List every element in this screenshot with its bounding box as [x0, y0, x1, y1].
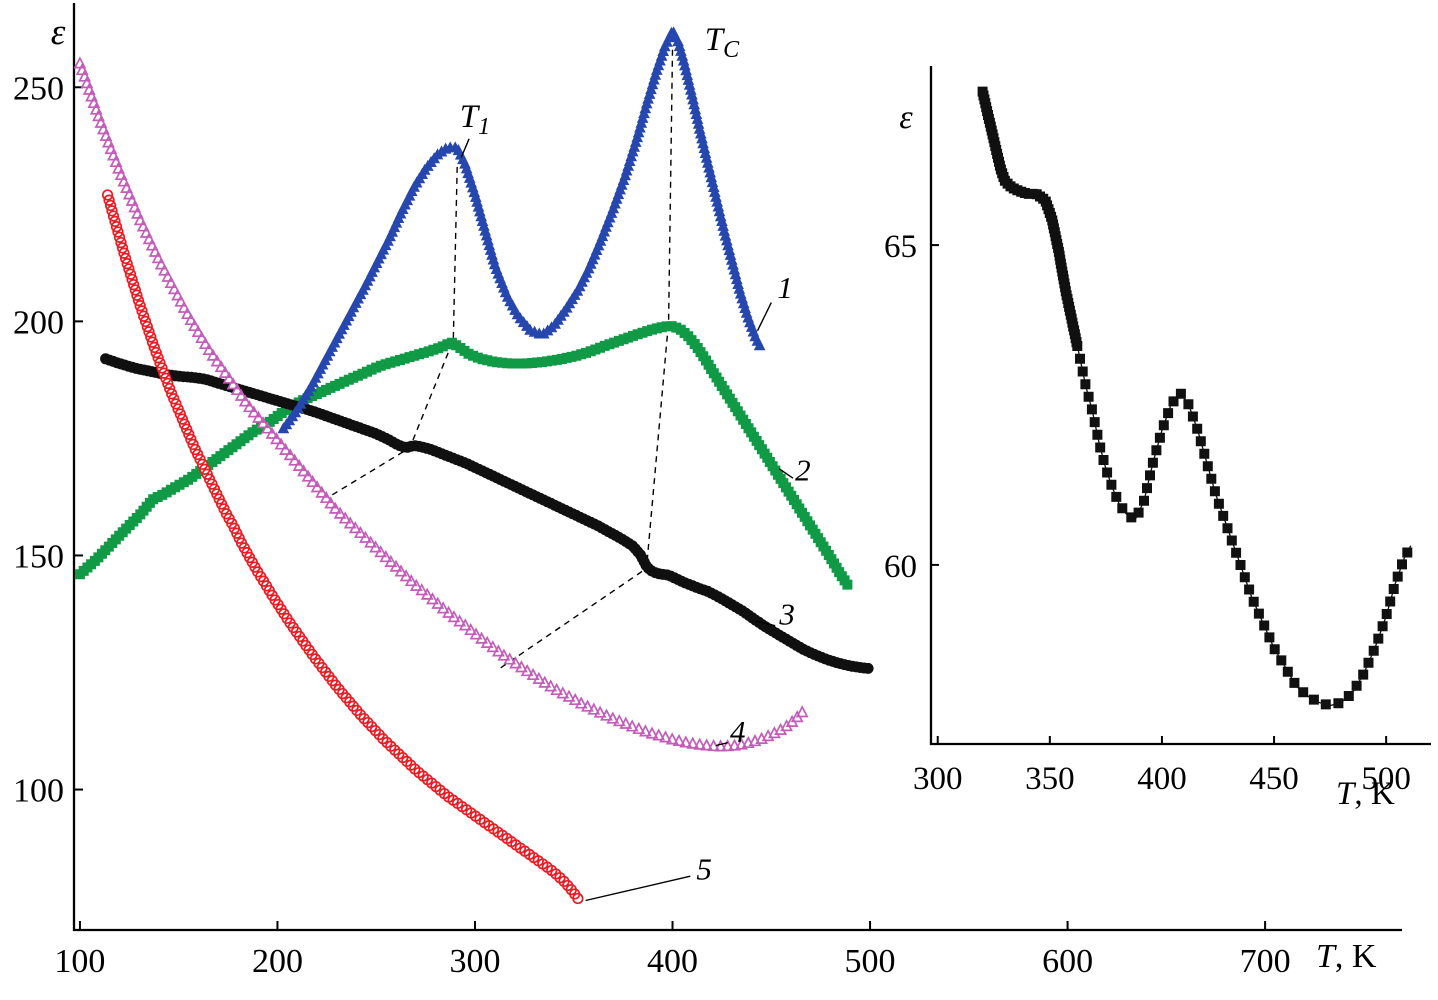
series-curve-3-markers	[100, 353, 874, 674]
inset-y-tick-label: 65	[884, 229, 917, 265]
inset-x-tick-label: 500	[1361, 761, 1411, 797]
series-curve-4-markers	[73, 56, 809, 752]
curve-label-4: 4	[730, 714, 746, 749]
series-curve-2-markers	[74, 321, 853, 590]
series-curve-1-markers	[277, 26, 766, 434]
main-x-tick-label: 200	[252, 943, 303, 980]
inset-x-tick-label: 300	[913, 761, 963, 797]
series-curve-3	[100, 353, 874, 674]
main-dashed-guide	[500, 568, 646, 669]
inset-xlabel: T, K	[1336, 776, 1395, 812]
series-curve-1	[277, 26, 766, 434]
series-curve-2	[74, 321, 853, 590]
series-inset-curve	[977, 86, 1413, 710]
main-x-tick-label: 500	[845, 943, 896, 980]
main-xlabel: T, K	[1316, 938, 1377, 975]
series-inset-curve-markers	[977, 86, 1413, 710]
annotation-TC: TC	[705, 22, 740, 63]
curve-label-5: 5	[696, 851, 712, 886]
inset-x-tick-label: 350	[1025, 761, 1075, 797]
annotation-T1: T1	[460, 99, 490, 140]
series-curve-5	[101, 189, 584, 905]
annotation-leader	[778, 468, 794, 479]
main-x-tick-label: 400	[647, 943, 698, 980]
curve-label-1: 1	[777, 270, 793, 305]
curve-label-3: 3	[778, 597, 795, 632]
annotation-leader	[715, 742, 728, 747]
curve-label-2: 2	[795, 453, 811, 488]
inset-axis-spines	[929, 66, 1431, 746]
series-inset-curve-line	[981, 91, 1412, 707]
main-y-tick-label: 100	[13, 773, 64, 810]
main-x-tick-label: 700	[1240, 943, 1291, 980]
main-ylabel: ε	[51, 12, 66, 53]
inset-y-tick-label: 60	[884, 549, 917, 585]
inset-x-tick-label: 450	[1249, 761, 1299, 797]
main-y-tick-label: 150	[13, 538, 64, 575]
main-axis-spines	[72, 3, 1402, 932]
series-curve-4	[73, 56, 809, 752]
main-x-tick-label: 100	[54, 943, 105, 980]
annotation-leader	[460, 138, 470, 158]
annotation-leader	[585, 875, 691, 902]
annotation-leader	[755, 620, 776, 627]
main-plot: 100 200 300 400 500 600 700 100 150 200 250 ε T, K T1…	[13, 3, 1402, 980]
main-dashed-guide	[646, 49, 674, 565]
inset-plot: 300 350 400 450 500 60 65 ε T, K	[884, 66, 1431, 812]
series-curve-5-markers	[101, 189, 584, 905]
main-x-tick-label: 300	[449, 943, 500, 980]
main-dashed-guide	[324, 166, 458, 500]
main-x-tick-label: 600	[1042, 943, 1093, 980]
inset-x-tick-label: 400	[1137, 761, 1187, 797]
annotation-leader	[756, 302, 772, 332]
inset-ylabel: ε	[899, 99, 913, 136]
main-y-tick-label: 250	[13, 70, 64, 107]
main-y-tick-label: 200	[13, 304, 64, 341]
series-curve-4-line	[79, 63, 806, 748]
